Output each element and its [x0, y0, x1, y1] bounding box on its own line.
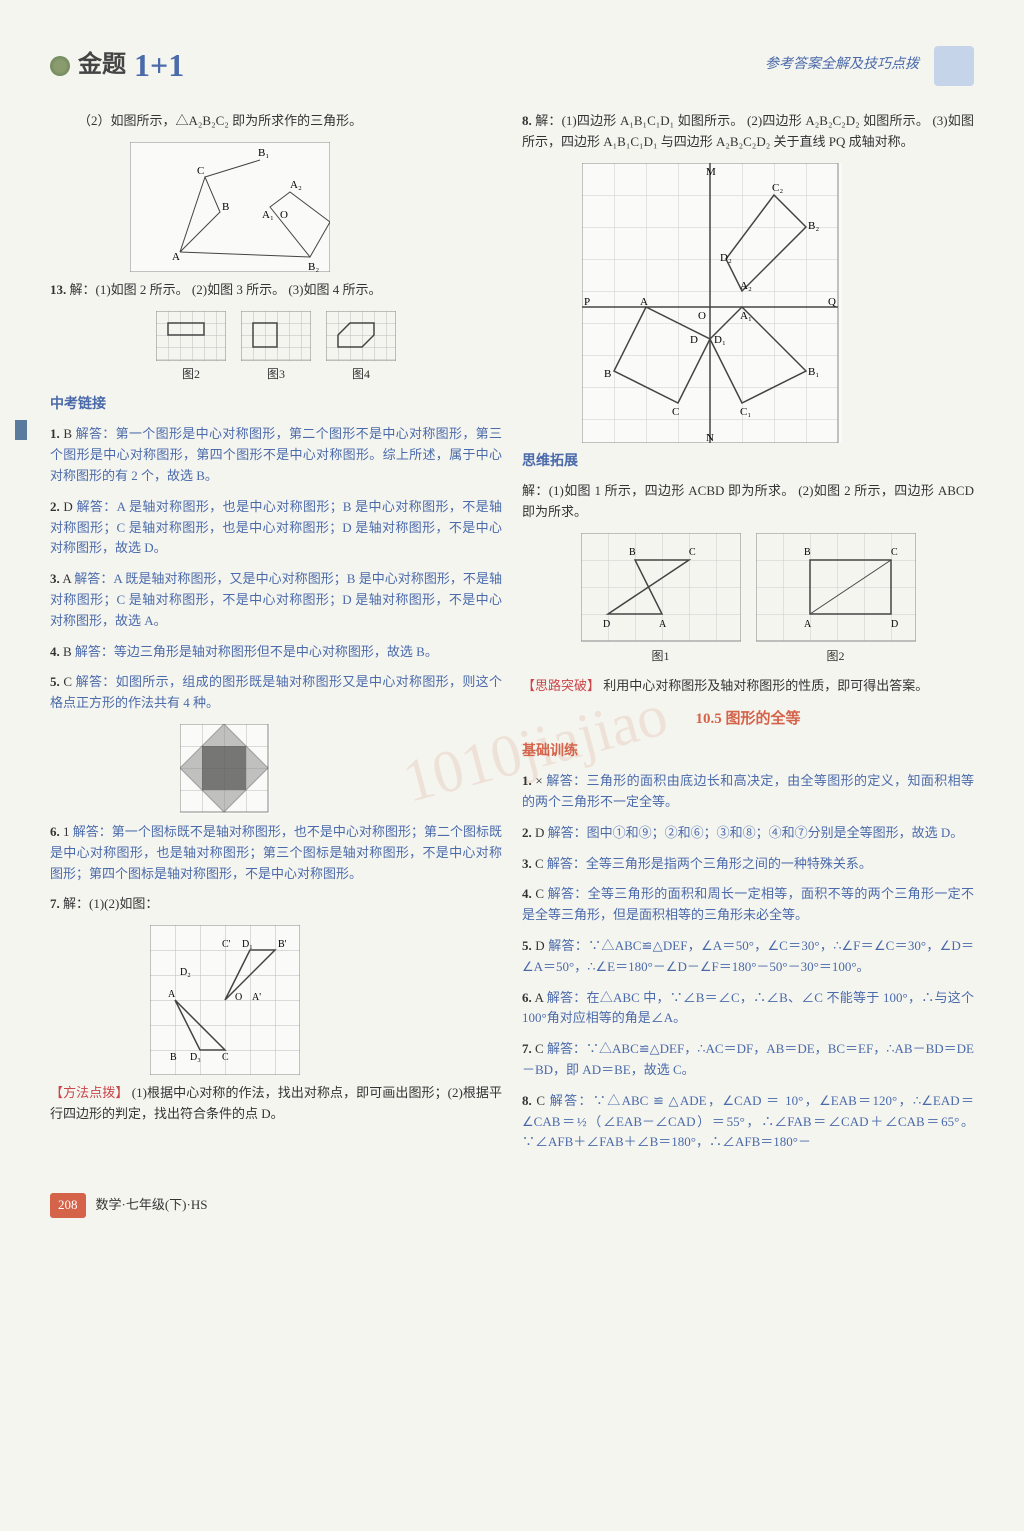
q8: 8. 解：(1)四边形 A₁B₁C₁D₁ 如图所示。 (2)四边形 A₂B₂C₂…: [522, 111, 974, 153]
svg-text:A: A: [640, 296, 648, 308]
svg-text:B: B: [170, 1052, 177, 1063]
figure-zk7: A B C D₃ O A' B' C' D₁ D₂: [150, 925, 300, 1075]
siwei-text: 解：(1)如图 1 所示，四边形 ACBD 即为所求。 (2)如图 2 所示，四…: [522, 481, 974, 523]
svg-text:B₁: B₁: [808, 366, 819, 378]
svg-text:D₃: D₃: [190, 1052, 201, 1063]
svg-text:C: C: [891, 547, 898, 558]
svg-text:C: C: [672, 406, 679, 418]
svg-text:A₁: A₁: [740, 310, 752, 322]
figure-zk5: [180, 724, 270, 814]
zk-1: 1. B 解答：第一个图形是中心对称图形，第二个图形不是中心对称图形，第三个图形…: [50, 424, 502, 486]
svg-text:B: B: [804, 547, 811, 558]
zk-3: 3. A 解答：A 既是轴对称图形，又是中心对称图形；B 是中心对称图形，不是轴…: [50, 569, 502, 631]
siwei-fig1: DA BC 图1: [581, 533, 741, 666]
svg-text:D₂: D₂: [720, 252, 732, 264]
q13: 13. 解：(1)如图 2 所示。 (2)如图 3 所示。 (3)如图 4 所示…: [50, 280, 502, 301]
svg-text:D₁: D₁: [242, 939, 253, 950]
svg-text:D: D: [891, 619, 898, 630]
right-column: 8. 解：(1)四边形 A₁B₁C₁D₁ 如图所示。 (2)四边形 A₂B₂C₂…: [522, 111, 974, 1163]
fig3-label: 图3: [267, 367, 285, 381]
svg-text:B₂: B₂: [308, 261, 319, 272]
figure-q8: M N P Q O A B C D A₁ B₁ C₁ D₁ A₂ B₂ C₂ D…: [582, 163, 842, 443]
svg-text:A: A: [659, 619, 667, 630]
q13-num: 13.: [50, 282, 66, 297]
svg-text:B: B: [222, 201, 229, 213]
section-10-5: 10.5 图形的全等: [522, 707, 974, 731]
silu: 【思路突破】 利用中心对称图形及轴对称图形的性质，即可得出答案。: [522, 676, 974, 697]
jc-8: 8. C 解答：∵△ABC ≌ △ADE，∠CAD ＝ 10°，∠EAB＝120…: [522, 1091, 974, 1153]
svg-text:A₁: A₁: [262, 209, 274, 221]
logo-block: 金题 1+1: [50, 40, 184, 91]
svg-text:O: O: [698, 310, 706, 322]
section-siwei: 思维拓展: [522, 451, 974, 473]
svg-text:Q: Q: [828, 296, 836, 308]
footer-subject: 数学·七年级(下)·HS: [96, 1195, 208, 1216]
page-header: 金题 1+1 参考答案全解及技巧点拨: [50, 40, 974, 91]
zk-6: 6. 1 解答：第一个图标既不是轴对称图形，也不是中心对称图形；第二个图标既是中…: [50, 822, 502, 884]
header-subtitle: 参考答案全解及技巧点拨: [765, 54, 919, 76]
two-column-layout: （2）如图所示，△A₂B₂C₂ 即为所求作的三角形。 A B C B₁ A₁ O…: [50, 111, 974, 1163]
fig4-label: 图4: [352, 367, 370, 381]
svg-text:D: D: [690, 334, 698, 346]
svg-text:A₂: A₂: [290, 179, 302, 191]
jichu-label: 基础训练: [522, 741, 974, 763]
svg-text:D₁: D₁: [714, 334, 726, 346]
svg-text:D₂: D₂: [180, 967, 191, 978]
svg-text:C': C': [222, 939, 231, 950]
svg-text:O: O: [235, 992, 242, 1003]
method-tip: 【方法点拨】 (1)根据中心对称的作法，找出对称点，即可画出图形；(2)根据平行…: [50, 1083, 502, 1125]
grid-fig-2: 图2: [156, 311, 226, 384]
q12-part2: （2）如图所示，△A₂B₂C₂ 即为所求作的三角形。: [50, 111, 502, 132]
svg-text:C: C: [689, 547, 696, 558]
jc-7: 7. C 解答：∵△ABC≌△DEF，∴AC＝DF，AB＝DE，BC＝EF，∴A…: [522, 1039, 974, 1081]
svg-text:P: P: [584, 296, 590, 308]
svg-text:N: N: [706, 432, 714, 443]
grid-fig-3: 图3: [241, 311, 311, 384]
left-column: （2）如图所示，△A₂B₂C₂ 即为所求作的三角形。 A B C B₁ A₁ O…: [50, 111, 502, 1163]
method-label: 【方法点拨】: [50, 1085, 128, 1100]
figure-q12: A B C B₁ A₁ O A₂ C₂ B₂: [130, 142, 330, 272]
jc-2: 2. D 解答：图中①和⑨；②和⑥；③和⑧；④和⑦分别是全等图形，故选 D。: [522, 823, 974, 844]
svg-text:A': A': [252, 992, 261, 1003]
jc-1: 1. × 解答：三角形的面积由底边长和高决定，由全等图形的定义，知面积相等的两个…: [522, 771, 974, 813]
page-number: 208: [50, 1193, 86, 1218]
bookmark-decoration: [15, 420, 27, 440]
jc-5: 5. D 解答：∵△ABC≌△DEF，∠A＝50°，∠C＝30°，∴∠F＝∠C＝…: [522, 936, 974, 978]
page-footer: 208 数学·七年级(下)·HS: [50, 1193, 974, 1218]
corner-icon: [934, 46, 974, 86]
svg-text:D: D: [603, 619, 610, 630]
zk-5: 5. C 解答：如图所示，组成的图形既是轴对称图形又是中心对称图形，则这个格点正…: [50, 672, 502, 714]
svg-text:M: M: [706, 166, 716, 178]
siwei-fig2: AD BC 图2: [756, 533, 916, 666]
svg-text:B₁: B₁: [258, 147, 269, 159]
svg-text:B: B: [604, 368, 611, 380]
svg-text:C₂: C₂: [772, 182, 783, 194]
brand-text: 金题: [78, 46, 126, 84]
logo-icon: [50, 56, 70, 76]
zk-7: 7. 解：(1)(2)如图：: [50, 894, 502, 915]
svg-text:A: A: [804, 619, 812, 630]
fig2-label: 图2: [182, 367, 200, 381]
q13-figures: 图2 图3 图4: [50, 311, 502, 384]
svg-text:C: C: [197, 165, 204, 177]
jc-6: 6. A 解答：在△ABC 中，∵∠B＝∠C，∴∠B、∠C 不能等于 100°，…: [522, 988, 974, 1030]
svg-text:C: C: [222, 1052, 229, 1063]
zk-4: 4. B 解答：等边三角形是轴对称图形但不是中心对称图形，故选 B。: [50, 642, 502, 663]
brand-suffix: 1+1: [134, 40, 184, 91]
svg-text:B₂: B₂: [808, 220, 819, 232]
svg-text:O: O: [280, 209, 288, 221]
svg-text:B': B': [278, 939, 287, 950]
svg-text:C₁: C₁: [740, 406, 751, 418]
svg-text:A: A: [168, 989, 176, 1000]
grid-fig-4: 图4: [326, 311, 396, 384]
svg-text:A: A: [172, 251, 180, 263]
jc-4: 4. C 解答：全等三角形的面积和周长一定相等，面积不等的两个三角形一定不是全等…: [522, 884, 974, 926]
q13-text: 解：(1)如图 2 所示。 (2)如图 3 所示。 (3)如图 4 所示。: [70, 282, 382, 297]
section-zhongkao: 中考链接: [50, 394, 502, 416]
jc-3: 3. C 解答：全等三角形是指两个三角形之间的一种特殊关系。: [522, 854, 974, 875]
svg-text:B: B: [629, 547, 636, 558]
svg-text:A₂: A₂: [740, 280, 752, 292]
siwei-figures: DA BC 图1 AD BC 图2: [522, 533, 974, 666]
zk-2: 2. D 解答：A 是轴对称图形，也是中心对称图形；B 是中心对称图形，不是轴对…: [50, 497, 502, 559]
